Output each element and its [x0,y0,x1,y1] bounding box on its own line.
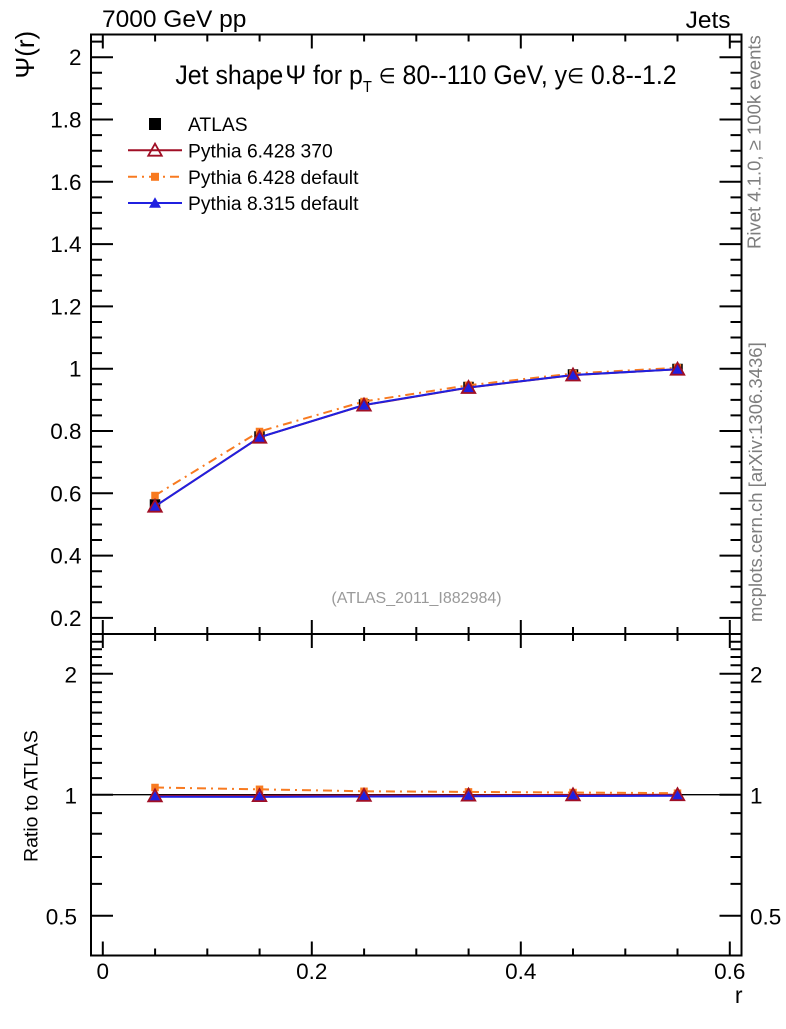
svg-text:1: 1 [64,784,77,809]
svg-text:1.4: 1.4 [50,232,81,257]
svg-text:Pythia 6.428 370: Pythia 6.428 370 [188,141,333,162]
svg-text:1.6: 1.6 [50,170,81,195]
svg-text:1.2: 1.2 [50,294,81,319]
svg-text:2: 2 [750,663,763,688]
svg-text:1.8: 1.8 [50,108,81,133]
svg-text:mcplots.cern.ch [arXiv:1306.34: mcplots.cern.ch [arXiv:1306.3436] [745,342,766,622]
svg-text:0.2: 0.2 [50,606,81,631]
svg-text:ATLAS: ATLAS [188,115,248,136]
svg-text:0.4: 0.4 [505,959,536,984]
svg-text:7000 GeV pp: 7000 GeV pp [102,6,246,33]
svg-text:(ATLAS_2011_I882984): (ATLAS_2011_I882984) [331,590,501,607]
svg-text:Jet shape Ψ for pT ∈ 80--110 G: Jet shape Ψ for pT ∈ 80--110 GeV, y∈ 0.8… [175,59,676,96]
svg-text:0.6: 0.6 [714,959,745,984]
svg-text:2: 2 [69,45,82,70]
svg-text:1: 1 [750,784,763,809]
svg-text:0.5: 0.5 [46,905,77,930]
svg-text:Rivet 4.1.0, ≥ 100k events: Rivet 4.1.0, ≥ 100k events [744,35,765,249]
svg-text:0.2: 0.2 [296,959,327,984]
svg-text:r: r [735,982,743,1008]
svg-text:Ratio to ATLAS: Ratio to ATLAS [21,730,43,862]
svg-text:2: 2 [64,663,77,688]
svg-text:0.8: 0.8 [50,419,81,444]
svg-text:Pythia 6.428 default: Pythia 6.428 default [188,168,359,189]
svg-text:0.4: 0.4 [50,544,81,569]
svg-text:0: 0 [97,959,110,984]
svg-text:Ψ(r): Ψ(r) [10,31,40,79]
svg-text:1: 1 [69,357,82,382]
svg-text:Pythia 8.315 default: Pythia 8.315 default [188,194,359,215]
svg-text:0.6: 0.6 [50,481,81,506]
svg-text:0.5: 0.5 [750,905,781,930]
svg-text:Jets: Jets [686,7,731,34]
